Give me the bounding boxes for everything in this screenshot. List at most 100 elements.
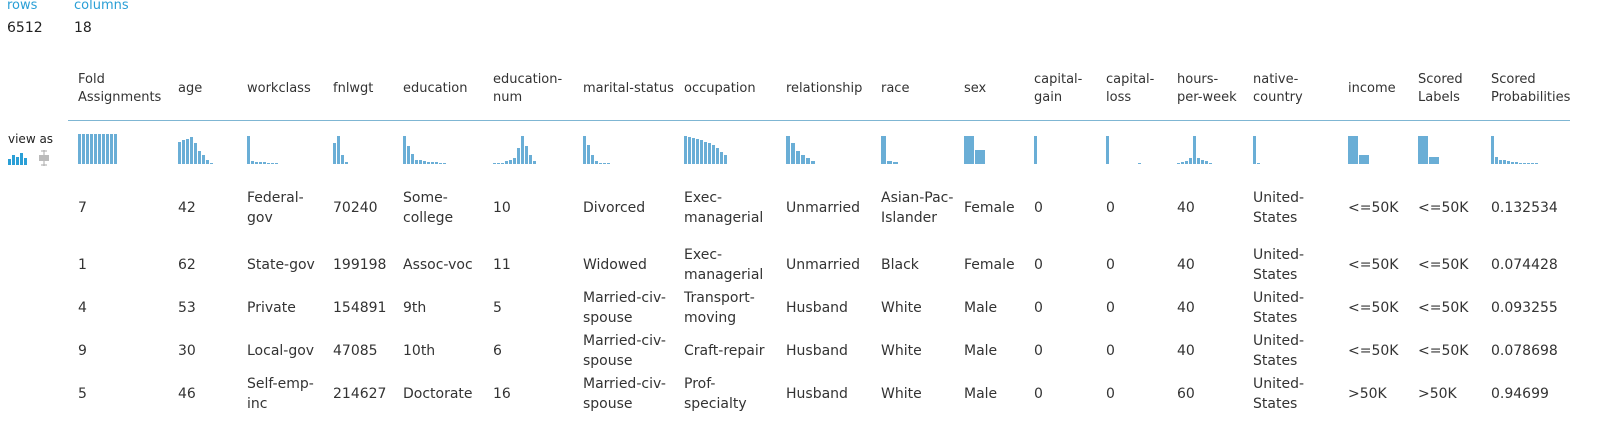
column-header[interactable]: capital-loss [1096, 58, 1167, 121]
column-header[interactable]: native-country [1243, 58, 1338, 121]
column-histogram[interactable] [68, 121, 168, 174]
column-histogram[interactable] [1243, 121, 1338, 174]
histogram-bar [704, 141, 707, 164]
column-header[interactable]: marital-status [573, 58, 674, 121]
histogram-bar [1519, 162, 1522, 164]
column-histogram[interactable] [871, 121, 954, 174]
histogram-bar [1511, 161, 1514, 164]
table-cell: 5 [78, 385, 87, 402]
table-row[interactable]: 5 46 Self-emp-inc 214627 Doctorate 16 Married-… [68, 372, 1570, 415]
table-cell: <=50K [1418, 342, 1469, 359]
histogram-bar [341, 155, 344, 164]
column-histogram[interactable] [323, 121, 393, 174]
table-row[interactable]: 4 53 Private 154891 9th 5 Married-civ-spouse Tr… [68, 286, 1570, 329]
column-header[interactable]: Scored Labels [1408, 58, 1481, 121]
column-header[interactable]: income [1338, 58, 1408, 121]
table-row[interactable]: 9 30 Local-gov 47085 10th 6 Married-civ-spouse… [68, 329, 1570, 372]
histogram-bar [1209, 162, 1212, 164]
histogram-bar [720, 152, 723, 164]
histogram-bar [1197, 158, 1200, 164]
column-header-label: race [881, 81, 910, 96]
histogram-bar [811, 161, 815, 164]
table-row[interactable]: 1 62 State-gov 199198 Assoc-voc 11 Widowed Exec… [68, 243, 1570, 286]
column-header[interactable]: fnlwgt [323, 58, 393, 121]
column-header[interactable]: race [871, 58, 954, 121]
column-header[interactable]: relationship [776, 58, 871, 121]
column-header[interactable]: age [168, 58, 237, 121]
rows-stat: rows 6512 [7, 0, 43, 38]
column-histogram[interactable] [1481, 121, 1570, 174]
column-header[interactable]: occupation [674, 58, 776, 121]
histogram-bar [712, 144, 715, 164]
table-cell: 5 [493, 299, 502, 316]
histogram-bar [182, 140, 185, 164]
table-cell: White [881, 299, 922, 316]
column-histogram[interactable] [1408, 121, 1481, 174]
histogram-bar [345, 161, 348, 164]
histogram-bar [801, 155, 805, 164]
table-cell: United-States [1253, 332, 1305, 369]
table-cell: 16 [493, 385, 511, 402]
table-cell: 0 [1034, 200, 1043, 216]
histogram-bar [1429, 156, 1439, 164]
column-header[interactable]: Scored Probabilities [1481, 58, 1571, 121]
column-histogram[interactable] [1024, 121, 1096, 174]
column-header[interactable]: education-num [483, 58, 573, 121]
histogram-bar [505, 161, 508, 164]
table-cell: Husband [786, 342, 848, 359]
table-cell: 9th [403, 299, 427, 316]
table-cell: 40 [1177, 200, 1195, 216]
column-histogram[interactable] [1167, 121, 1243, 174]
column-header[interactable]: workclass [237, 58, 323, 121]
column-histogram[interactable] [1096, 121, 1167, 174]
column-header[interactable]: Fold Assignments [68, 58, 168, 121]
column-header[interactable]: hours-per-week [1167, 58, 1243, 121]
histogram-bar [964, 135, 974, 164]
column-histogram[interactable] [168, 121, 237, 174]
table-cell: 9 [78, 342, 87, 359]
table-cell: 0 [1106, 385, 1115, 402]
column-header[interactable]: education [393, 58, 483, 121]
column-histogram[interactable] [237, 121, 323, 174]
column-histogram[interactable] [954, 121, 1024, 174]
table-cell: 0 [1106, 256, 1115, 273]
view-as-panel: view as [8, 132, 53, 169]
histogram-bar [525, 146, 528, 164]
histogram-bar [513, 158, 516, 164]
histogram-bar [887, 161, 892, 164]
column-histogram[interactable] [393, 121, 483, 174]
histogram-bar [259, 161, 262, 164]
histogram-bar [607, 163, 610, 164]
table-cell: Asian-Pac-Islander [881, 190, 954, 226]
histogram-bar [251, 161, 254, 164]
table-cell: United-States [1253, 246, 1305, 283]
column-histogram[interactable] [1338, 121, 1408, 174]
column-header[interactable]: sex [954, 58, 1024, 121]
histogram-bar [791, 143, 795, 164]
column-header[interactable]: capital-gain [1024, 58, 1096, 121]
table-cell: Female [964, 200, 1015, 216]
histogram-bar [1491, 135, 1494, 164]
histogram-bar [1185, 161, 1188, 164]
histogram-bar [786, 135, 790, 164]
table-cell: Private [247, 299, 296, 316]
column-histogram[interactable] [573, 121, 674, 174]
histogram-bar [716, 147, 719, 164]
histogram-bar [1201, 159, 1204, 164]
table-cell: 46 [178, 385, 196, 402]
histogram-icon[interactable] [8, 151, 28, 168]
column-histogram[interactable] [674, 121, 776, 174]
boxplot-icon[interactable] [38, 150, 50, 169]
column-histogram[interactable] [483, 121, 573, 174]
rows-label: rows [7, 0, 38, 13]
column-header-label: marital-status [583, 81, 674, 96]
table-row[interactable]: 7 42 Federal-gov 70240 Some-college 10 Divorce… [68, 173, 1570, 243]
table-cell: 40 [1177, 256, 1195, 273]
histogram-bar [1205, 161, 1208, 164]
table-cell: Widowed [583, 256, 647, 273]
table-cell: White [881, 342, 922, 359]
table-cell: <=50K [1418, 256, 1469, 273]
histogram-bar [267, 162, 270, 164]
column-histogram[interactable] [776, 121, 871, 174]
table-cell: 0.94699 [1491, 385, 1549, 402]
